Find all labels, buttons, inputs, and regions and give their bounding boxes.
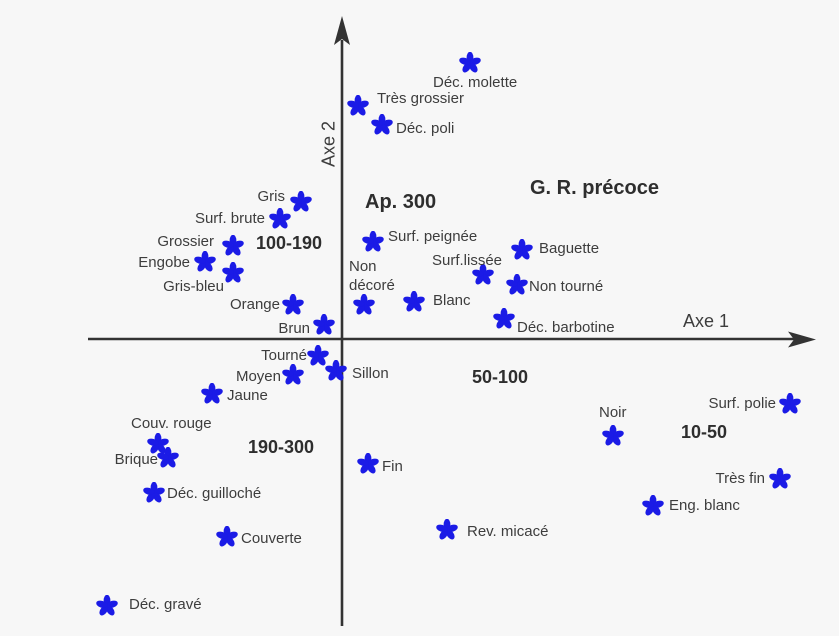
group-label: 100-190 <box>256 233 323 253</box>
data-point-flower-icon[interactable] <box>290 191 312 213</box>
data-point-label: Surf. polie <box>708 395 776 412</box>
data-point-flower-icon[interactable] <box>96 595 118 617</box>
data-point-label: Déc. molette <box>433 74 518 91</box>
data-point-flower-icon[interactable] <box>194 251 216 273</box>
data-point-flower-icon[interactable] <box>353 294 375 316</box>
data-point-flower-icon[interactable] <box>282 364 304 386</box>
group-label: 10-50 <box>681 422 728 442</box>
data-point-flower-icon[interactable] <box>147 433 169 455</box>
data-point-flower-icon[interactable] <box>642 495 664 517</box>
data-point-flower-icon[interactable] <box>201 383 223 405</box>
x-axis-label: Axe 1 <box>683 311 730 331</box>
data-point-label: Surf. brute <box>194 210 265 227</box>
data-point-flower-icon[interactable] <box>357 453 379 475</box>
data-point-flower-icon[interactable] <box>436 519 458 541</box>
data-point-label: Gris-bleu <box>163 278 224 295</box>
data-point-flower-icon[interactable] <box>506 274 528 296</box>
data-point-label: Engobe <box>138 254 190 271</box>
y-axis-arrow-icon <box>334 16 350 45</box>
data-point-flower-icon[interactable] <box>222 235 244 257</box>
data-point-label: Non tourné <box>529 278 604 295</box>
data-point-flower-icon[interactable] <box>511 239 533 261</box>
data-point-flower-icon[interactable] <box>403 291 425 313</box>
data-point-label: Déc. guilloché <box>167 485 262 502</box>
data-point-label: Eng. blanc <box>669 497 740 514</box>
data-point-flower-icon[interactable] <box>143 482 165 504</box>
data-point-label: Très grossier <box>377 90 464 107</box>
x-axis-arrow-icon <box>788 331 816 348</box>
data-point-label: Déc. poli <box>396 120 455 137</box>
data-point-flower-icon[interactable] <box>371 114 393 136</box>
data-point-label: Très fin <box>715 470 765 487</box>
data-point-flower-icon[interactable] <box>222 262 244 284</box>
data-point-label: Blanc <box>433 292 471 309</box>
y-axis-label: Axe 2 <box>318 120 339 168</box>
data-point-label: Sillon <box>352 365 389 382</box>
data-point-label: Couv. rouge <box>131 415 212 432</box>
data-point-flower-icon[interactable] <box>157 447 179 469</box>
data-point-flower-icon[interactable] <box>769 468 791 490</box>
data-point-label: Rev. micacé <box>467 523 549 540</box>
data-point-flower-icon[interactable] <box>602 425 624 447</box>
data-point-flower-icon[interactable] <box>269 208 291 230</box>
data-point-label: Brique <box>114 451 158 468</box>
data-point-label: Noir <box>599 404 627 421</box>
group-label: G. R. précoce <box>530 177 659 199</box>
data-point-label: Jaune <box>227 387 268 404</box>
data-point-flower-icon[interactable] <box>779 393 801 415</box>
data-point-flower-icon[interactable] <box>307 345 329 367</box>
group-label: 190-300 <box>248 437 315 457</box>
data-point-label: Déc. barbotine <box>517 319 615 336</box>
data-point-label: Grossier <box>157 233 214 250</box>
data-point-label: Gris <box>257 188 286 205</box>
data-point-flower-icon[interactable] <box>347 95 369 117</box>
data-point-flower-icon[interactable] <box>282 294 304 316</box>
group-label: 50-100 <box>472 367 529 387</box>
data-point-label: Moyen <box>235 368 281 385</box>
data-point-label: Non décoré <box>349 258 395 294</box>
data-point-label: Baguette <box>539 240 600 257</box>
data-point-flower-icon[interactable] <box>472 264 494 286</box>
data-point-label: Fin <box>382 458 403 475</box>
data-point-label: Surf. peignée <box>388 228 478 245</box>
data-point-label: Couverte <box>241 530 302 547</box>
data-point-label: Déc. gravé <box>129 596 202 613</box>
data-point-label: Orange <box>229 296 280 313</box>
data-point-label: Brun <box>278 320 310 337</box>
data-point-label: Tourné <box>261 347 307 364</box>
data-point-flower-icon[interactable] <box>362 231 384 253</box>
data-point-flower-icon[interactable] <box>459 52 481 74</box>
data-point-flower-icon[interactable] <box>216 526 238 548</box>
data-point-flower-icon[interactable] <box>313 314 335 336</box>
group-label: Ap. 300 <box>365 191 437 213</box>
data-point-label: Surf.lissée <box>432 252 503 269</box>
data-point-flower-icon[interactable] <box>493 308 515 330</box>
data-point-flower-icon[interactable] <box>325 360 347 382</box>
